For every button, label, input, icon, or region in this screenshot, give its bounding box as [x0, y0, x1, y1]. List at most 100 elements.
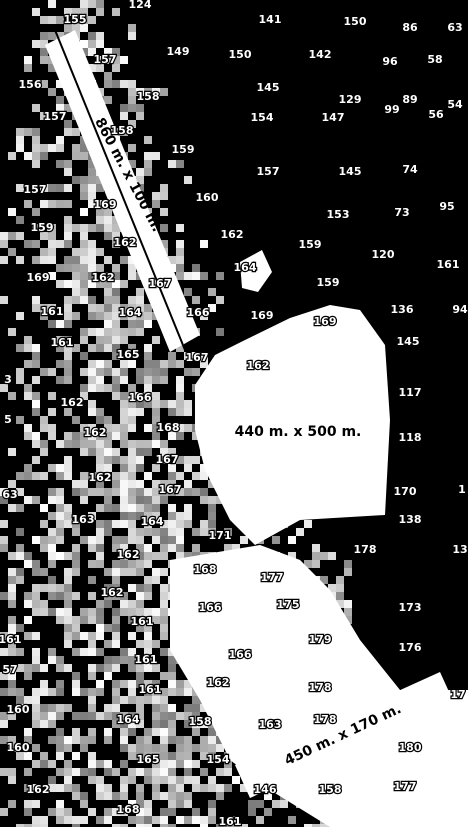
speckle-cell [8, 616, 16, 624]
speckle-cell [56, 96, 64, 104]
speckle-cell [128, 632, 136, 640]
speckle-cell [160, 752, 168, 760]
speckle-cell [112, 608, 120, 616]
speckle-cell [152, 768, 160, 776]
speckle-cell [40, 568, 48, 576]
speckle-cell [88, 360, 96, 368]
speckle-cell [192, 264, 200, 272]
speckle-cell [104, 568, 112, 576]
speckle-cell [128, 688, 136, 696]
sounding: 161 [51, 336, 74, 349]
speckle-cell [56, 808, 64, 816]
speckle-cell [328, 552, 336, 560]
speckle-cell [232, 776, 240, 784]
speckle-cell [144, 488, 152, 496]
speckle-cell [192, 472, 200, 480]
speckle-cell [64, 504, 72, 512]
speckle-cell [32, 344, 40, 352]
speckle-cell [0, 648, 8, 656]
speckle-cell [112, 384, 120, 392]
speckle-cell [192, 368, 200, 376]
speckle-cell [48, 760, 56, 768]
speckle-cell [56, 800, 64, 808]
speckle-cell [184, 752, 192, 760]
speckle-cell [24, 384, 32, 392]
speckle-cell [184, 464, 192, 472]
speckle-cell [40, 416, 48, 424]
sounding: 168 [157, 421, 180, 434]
speckle-cell [48, 200, 56, 208]
speckle-cell [32, 536, 40, 544]
speckle-cell [136, 368, 144, 376]
speckle-cell [160, 632, 168, 640]
speckle-cell [160, 496, 168, 504]
speckle-cell [88, 0, 96, 8]
speckle-cell [128, 456, 136, 464]
speckle-cell [120, 256, 128, 264]
sounding: 168 [117, 803, 140, 816]
speckle-cell [96, 648, 104, 656]
speckle-cell [8, 392, 16, 400]
speckle-cell [32, 600, 40, 608]
speckle-cell [136, 536, 144, 544]
sounding: 160 [196, 191, 219, 204]
speckle-cell [16, 688, 24, 696]
speckle-cell [96, 384, 104, 392]
speckle-cell [64, 616, 72, 624]
sounding: 117 [399, 386, 422, 399]
sounding: 158 [137, 90, 160, 103]
speckle-cell [120, 776, 128, 784]
speckle-cell [40, 144, 48, 152]
speckle-cell [160, 744, 168, 752]
speckle-cell [144, 696, 152, 704]
sounding: 141 [259, 13, 282, 26]
speckle-cell [56, 744, 64, 752]
speckle-cell [72, 272, 80, 280]
speckle-cell [88, 808, 96, 816]
speckle-cell [160, 728, 168, 736]
sounding: 165 [117, 348, 140, 361]
speckle-cell [48, 240, 56, 248]
speckle-cell [136, 488, 144, 496]
speckle-cell [88, 304, 96, 312]
speckle-cell [136, 592, 144, 600]
speckle-cell [40, 256, 48, 264]
speckle-cell [96, 600, 104, 608]
speckle-cell [40, 600, 48, 608]
speckle-cell [104, 232, 112, 240]
speckle-cell [88, 344, 96, 352]
speckle-cell [152, 576, 160, 584]
speckle-cell [72, 440, 80, 448]
speckle-cell [32, 608, 40, 616]
speckle-cell [88, 312, 96, 320]
sounding: 178 [354, 543, 377, 556]
speckle-cell [32, 8, 40, 16]
speckle-cell [120, 360, 128, 368]
sounding: 147 [322, 111, 345, 124]
speckle-cell [64, 584, 72, 592]
speckle-cell [152, 408, 160, 416]
speckle-cell [56, 616, 64, 624]
speckle-cell [160, 544, 168, 552]
speckle-cell [80, 800, 88, 808]
speckle-cell [200, 768, 208, 776]
speckle-cell [136, 440, 144, 448]
speckle-cell [80, 688, 88, 696]
speckle-cell [160, 760, 168, 768]
sounding: 162 [101, 586, 124, 599]
speckle-cell [120, 328, 128, 336]
speckle-cell [152, 640, 160, 648]
speckle-cell [120, 536, 128, 544]
speckle-cell [192, 760, 200, 768]
sounding: 95 [439, 200, 454, 213]
speckle-cell [144, 304, 152, 312]
speckle-cell [144, 440, 152, 448]
speckle-cell [104, 728, 112, 736]
speckle-cell [72, 736, 80, 744]
speckle-cell [144, 744, 152, 752]
speckle-cell [72, 648, 80, 656]
speckle-cell [24, 560, 32, 568]
speckle-cell [152, 504, 160, 512]
speckle-cell [168, 752, 176, 760]
sounding: 159 [31, 221, 54, 234]
